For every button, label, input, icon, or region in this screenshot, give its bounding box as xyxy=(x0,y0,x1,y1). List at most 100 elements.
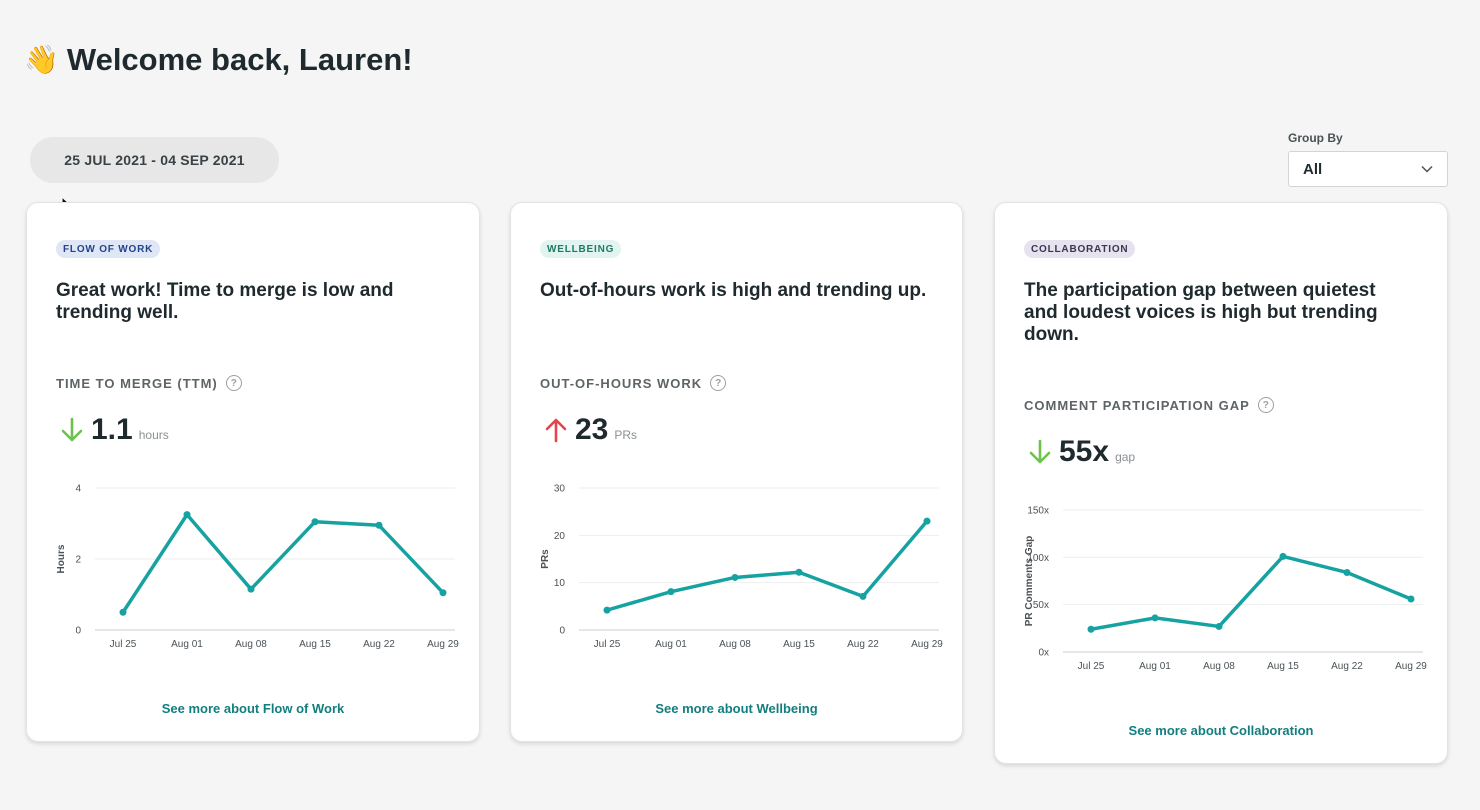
x-tick-label: Aug 29 xyxy=(427,639,459,650)
data-point xyxy=(1087,625,1095,633)
metric-unit: gap xyxy=(1115,450,1136,464)
y-tick-label: 2 xyxy=(75,555,81,566)
data-point xyxy=(923,517,931,525)
see-more-wellbeing-link[interactable]: See more about Wellbeing xyxy=(655,701,818,716)
data-point xyxy=(439,589,447,597)
y-tick-label: 4 xyxy=(75,484,81,495)
metric-value: 23 PRs xyxy=(543,413,637,447)
x-tick-label: Aug 29 xyxy=(1395,661,1427,672)
x-tick-label: Jul 25 xyxy=(1078,661,1105,672)
waving-hand-icon: 👋 xyxy=(24,44,59,75)
category-tag: COLLABORATION xyxy=(1024,240,1136,258)
data-point xyxy=(603,606,611,614)
x-tick-label: Aug 22 xyxy=(847,639,879,650)
data-point xyxy=(311,518,319,526)
y-axis-title: PR Comments Gap xyxy=(1024,536,1035,627)
data-point xyxy=(1407,595,1415,603)
y-tick-label: 10 xyxy=(554,578,566,589)
data-point xyxy=(183,511,191,519)
metric-value: 55x gap xyxy=(1027,435,1135,469)
arrow-shape xyxy=(61,417,83,442)
y-tick-label: 0 xyxy=(559,626,565,637)
x-tick-label: Aug 01 xyxy=(171,639,203,650)
group-by-value: All xyxy=(1303,160,1323,178)
data-point xyxy=(1279,552,1287,560)
group-by-label: Group By xyxy=(1288,131,1343,145)
chevron-down-icon xyxy=(1421,165,1433,173)
card-headline: The participation gap between quietest a… xyxy=(1024,280,1378,345)
trend-down-arrow-icon xyxy=(1029,439,1051,464)
x-tick-label: Aug 15 xyxy=(299,639,331,650)
metric-unit: PRs xyxy=(614,428,638,442)
data-point xyxy=(375,521,383,529)
series-line xyxy=(605,519,929,612)
metric-label-text: COMMENT PARTICIPATION GAP xyxy=(1024,397,1250,413)
y-tick-label: 0x xyxy=(1038,648,1049,659)
y-tick-label: 50x xyxy=(1033,600,1049,611)
help-icon[interactable]: ? xyxy=(710,375,727,391)
metric-number: 23 xyxy=(575,413,609,446)
arrow-shape xyxy=(545,418,567,443)
arrow-shape xyxy=(1029,439,1051,464)
category-tag: WELLBEING xyxy=(540,240,622,258)
x-tick-label: Aug 22 xyxy=(363,639,395,650)
series-line xyxy=(121,512,445,614)
x-tick-label: Aug 29 xyxy=(911,639,943,650)
date-range-picker[interactable]: 25 JUL 2021 - 04 SEP 2021 xyxy=(30,137,279,183)
y-tick-label: 100x xyxy=(1027,553,1049,564)
x-tick-label: Aug 08 xyxy=(235,639,267,650)
help-icon[interactable]: ? xyxy=(225,375,242,391)
data-point xyxy=(1343,568,1351,576)
welcome-header: 👋 Welcome back, Lauren! xyxy=(24,42,413,78)
card-headline: Out-of-hours work is high and trending u… xyxy=(540,280,927,301)
x-tick-label: Aug 01 xyxy=(655,639,687,650)
y-tick-label: 30 xyxy=(554,484,566,495)
metric-label-text: TIME TO MERGE (TTM) xyxy=(56,375,218,391)
series-line xyxy=(1089,554,1413,632)
trend-up-arrow-icon xyxy=(545,418,567,443)
data-point xyxy=(1215,622,1223,630)
metric-label-text: OUT-OF-HOURS WORK xyxy=(540,375,703,391)
data-point xyxy=(119,608,127,616)
page-title: Welcome back, Lauren! xyxy=(66,42,413,77)
metric-unit: hours xyxy=(138,428,169,442)
metric-label: TIME TO MERGE (TTM) ? xyxy=(56,375,242,391)
y-tick-label: 0 xyxy=(75,626,81,637)
metric-number: 1.1 xyxy=(91,413,133,446)
category-tag: FLOW OF WORK xyxy=(56,240,161,258)
help-icon[interactable]: ? xyxy=(1257,397,1274,413)
x-tick-label: Aug 08 xyxy=(1203,661,1235,672)
see-more-flow-of-work-link[interactable]: See more about Flow of Work xyxy=(161,701,345,716)
data-point xyxy=(667,588,675,596)
data-point xyxy=(731,573,739,581)
x-tick-label: Jul 25 xyxy=(110,639,137,650)
ttm-line-chart: 0 2 4 Jul 25 Aug 01 Aug 08 Aug 15 Aug 22 Aug 29 H… xyxy=(56,484,459,651)
wellbeing-card: WELLBEING Out-of-hours work is high and … xyxy=(510,202,963,742)
y-tick-label: 150x xyxy=(1027,506,1049,517)
x-tick-label: Jul 25 xyxy=(594,639,621,650)
data-point xyxy=(795,568,803,576)
card-headline: Great work! Time to merge is low and tre… xyxy=(56,280,394,323)
x-tick-label: Aug 15 xyxy=(783,639,815,650)
flow-of-work-card: FLOW OF WORK Great work! Time to merge i… xyxy=(26,202,480,742)
see-more-collaboration-link[interactable]: See more about Collaboration xyxy=(1128,723,1314,738)
participation-gap-line-chart: 0x 50x 100x 150x Jul 25 Aug 01 Aug 08 Aug 15 Aug… xyxy=(1024,506,1427,673)
x-tick-label: Aug 01 xyxy=(1139,661,1171,672)
collaboration-card: COLLABORATION The participation gap betw… xyxy=(994,202,1448,764)
data-point xyxy=(247,585,255,593)
out-of-hours-line-chart: 0 10 20 30 Jul 25 Aug 01 Aug 08 Aug 15 Aug 22 Aug… xyxy=(540,484,943,651)
data-point xyxy=(859,592,867,600)
metric-label: OUT-OF-HOURS WORK ? xyxy=(540,375,727,391)
y-axis-title: Hours xyxy=(56,544,67,573)
y-tick-label: 20 xyxy=(554,531,566,542)
x-tick-label: Aug 15 xyxy=(1267,661,1299,672)
metric-number: 55x xyxy=(1059,435,1110,468)
metric-value: 1.1 hours xyxy=(59,413,169,447)
x-tick-label: Aug 22 xyxy=(1331,661,1363,672)
data-point xyxy=(1151,614,1159,622)
y-axis-title: PRs xyxy=(540,549,551,569)
metric-label: COMMENT PARTICIPATION GAP ? xyxy=(1024,397,1274,413)
trend-down-arrow-icon xyxy=(61,417,83,442)
group-by-select[interactable]: All xyxy=(1288,151,1448,187)
x-tick-label: Aug 08 xyxy=(719,639,751,650)
